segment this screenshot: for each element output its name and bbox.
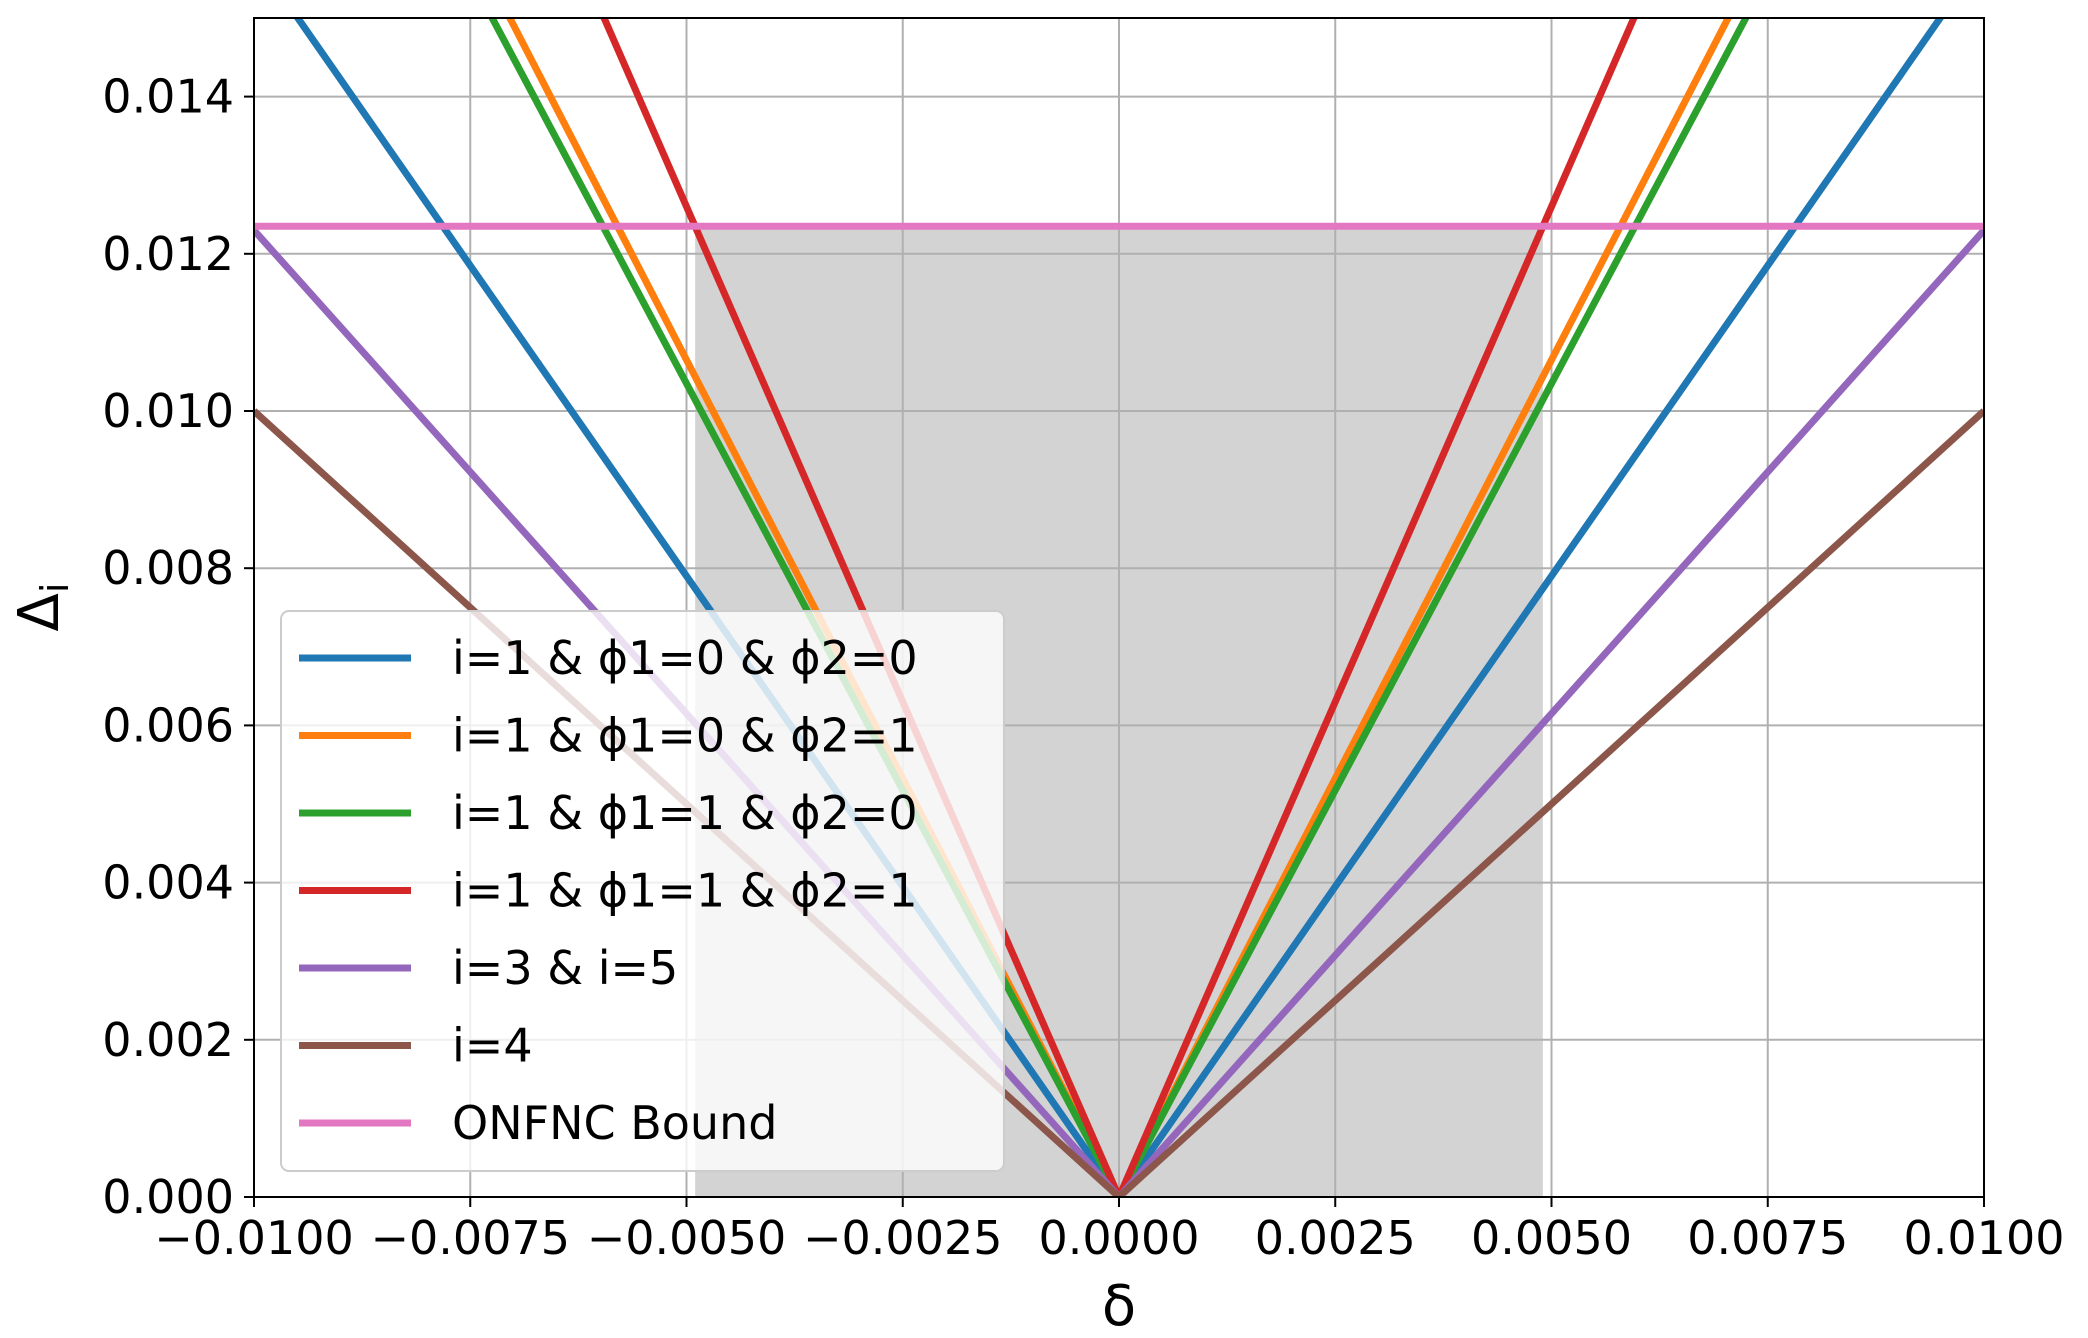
y-tick-label: 0.014 (102, 70, 234, 124)
y-ticks: 0.000 0.002 0.004 0.006 0.008 0.010 0.012 0.014 (102, 70, 254, 1224)
y-tick-label: 0.012 (102, 227, 234, 281)
series-line-5 (254, 227, 1984, 1197)
y-axis-label-base: Δ (7, 593, 72, 631)
legend-label-7: ONFNC Bound (452, 1096, 777, 1150)
y-tick-label: 0.002 (102, 1013, 234, 1067)
y-tick-label: 0.000 (102, 1170, 234, 1224)
y-tick-label: 0.008 (102, 541, 234, 595)
legend-box (280, 610, 1005, 1172)
x-tick-label: 0.0025 (1255, 1211, 1416, 1265)
x-tick-label: −0.0100 (154, 1211, 354, 1265)
x-tick-label: 0.0050 (1471, 1211, 1632, 1265)
legend-label-2: i=1 & ϕ1=0 & ϕ2=1 (452, 709, 918, 763)
x-axis-label: δ (1102, 1274, 1136, 1338)
x-tick-label: 0.0000 (1039, 1211, 1200, 1265)
x-tick-label: −0.0025 (803, 1211, 1003, 1265)
y-tick-label: 0.010 (102, 384, 234, 438)
legend-label-4: i=1 & ϕ1=1 & ϕ2=1 (452, 864, 918, 918)
series-line-3 (488, 18, 1750, 1197)
x-tick-label: 0.0075 (1687, 1211, 1848, 1265)
legend-label-5: i=3 & i=5 (452, 941, 678, 995)
x-tick-label: −0.0075 (371, 1211, 571, 1265)
y-tick-label: 0.004 (102, 856, 234, 910)
x-tick-label: −0.0050 (587, 1211, 787, 1265)
y-axis-label: Δi (7, 583, 77, 632)
legend-label-1: i=1 & ϕ1=0 & ϕ2=0 (452, 631, 918, 685)
y-tick-label: 0.006 (102, 698, 234, 752)
series-line-1 (293, 18, 1945, 1197)
legend-label-3: i=1 & ϕ1=1 & ϕ2=0 (452, 786, 918, 840)
series-lines (254, 18, 1984, 1197)
x-ticks: −0.0100 −0.0075 −0.0050 −0.0025 0.0000 0.0025… (154, 1197, 2064, 1265)
legend-label-6: i=4 (452, 1019, 533, 1073)
legend: i=1 & ϕ1=0 & ϕ2=0 i=1 & ϕ1=0 & ϕ2=1 i=1 & … (280, 610, 1005, 1172)
series-line-2 (505, 18, 1733, 1197)
x-tick-label: 0.0100 (1904, 1211, 2065, 1265)
y-axis-label-subscript: i (33, 583, 77, 594)
